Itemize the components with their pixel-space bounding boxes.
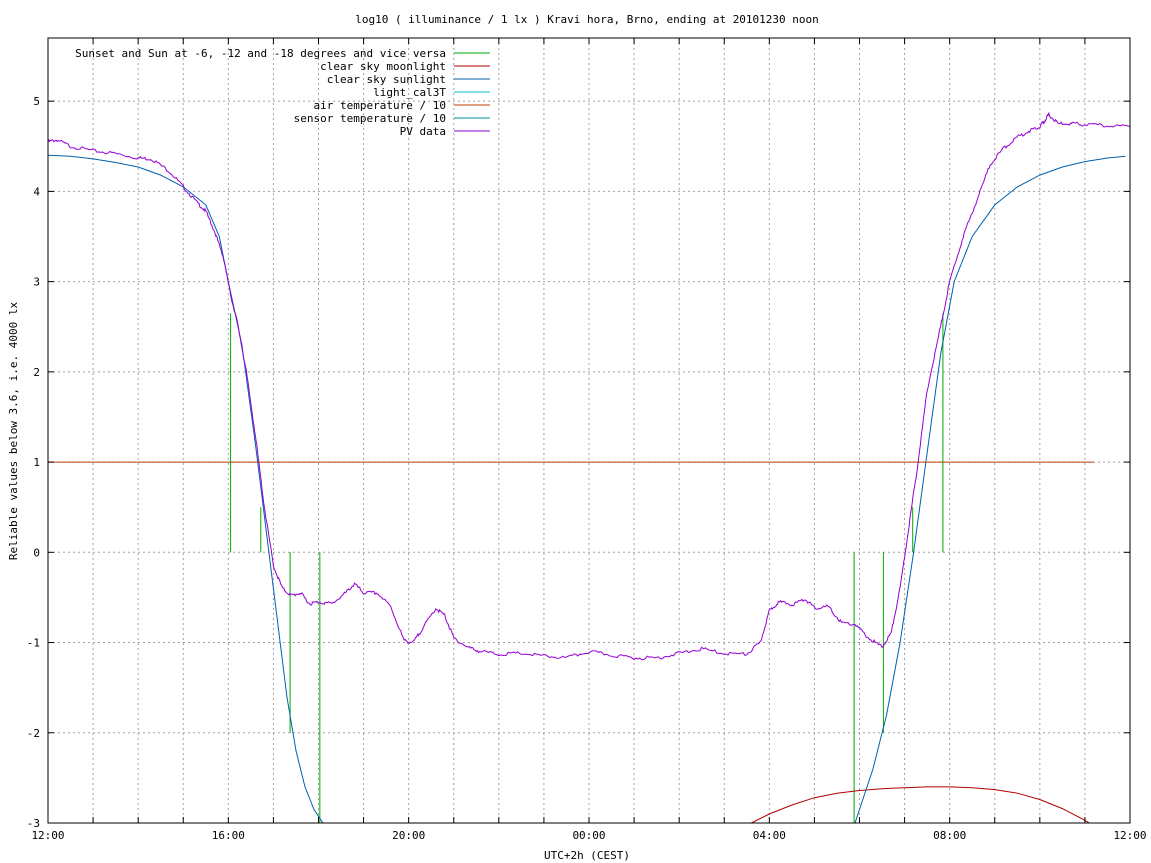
y-axis-ticks: -3 -2 -1 0 1 2 3 4 5 (27, 95, 1130, 830)
legend-entry-label: air temperature / 10 (314, 99, 446, 112)
series-line-clear-sky-moonlight (751, 786, 1090, 823)
legend-entry-label: clear sky sunlight (327, 73, 446, 86)
y-tick-label: 0 (33, 546, 40, 559)
y-tick-label: 5 (33, 95, 40, 108)
y-tick-label: -1 (27, 637, 40, 650)
legend-entry-label: light_cal3T (373, 86, 446, 99)
x-tick-label: 12:00 (31, 829, 64, 842)
x-tick-label: 12:00 (1113, 829, 1146, 842)
chart-title: log10 ( illuminance / 1 lx ) Kravi hora,… (355, 13, 819, 26)
legend: Sunset and Sun at -6, -12 and -18 degree… (75, 47, 490, 138)
x-axis-label: UTC+2h (CEST) (544, 849, 630, 862)
y-tick-label: 3 (33, 276, 40, 289)
series-layer (48, 111, 1130, 823)
legend-entry-label: Sunset and Sun at -6, -12 and -18 degree… (75, 47, 446, 60)
y-tick-label: -3 (27, 817, 40, 830)
legend-entry-label: PV data (400, 125, 446, 138)
x-tick-label: 20:00 (392, 829, 425, 842)
y-tick-label: 2 (33, 366, 40, 379)
y-tick-label: 4 (33, 185, 40, 198)
x-tick-label: 04:00 (753, 829, 786, 842)
x-tick-label: 16:00 (212, 829, 245, 842)
y-tick-label: -2 (27, 727, 40, 740)
y-tick-label: 1 (33, 456, 40, 469)
plot-frame (47, 37, 1131, 824)
legend-entry-label: clear sky moonlight (320, 60, 446, 73)
x-axis-ticks: 12:00 16:00 20:00 00:00 04:00 08:00 12:00 (31, 38, 1147, 842)
legend-entry-label: sensor temperature / 10 (294, 112, 446, 125)
y-axis-label: Reliable values below 3.6, i.e. 4000 lx (7, 301, 20, 560)
series-line-pv-data (48, 111, 1130, 661)
x-tick-label: 08:00 (933, 829, 966, 842)
series-line-clear-sky-sunlight (48, 154, 1126, 823)
grid-lines (48, 38, 1130, 823)
x-tick-label: 00:00 (572, 829, 605, 842)
